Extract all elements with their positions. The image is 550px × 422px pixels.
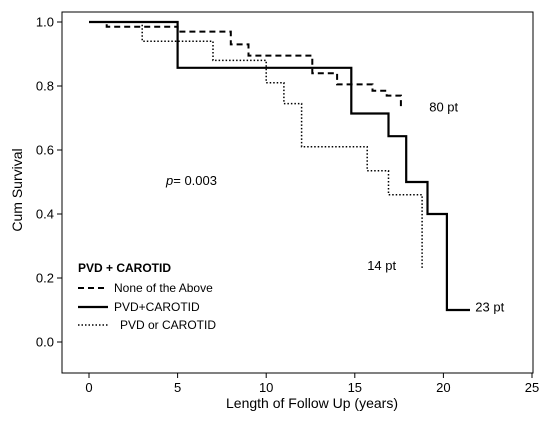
count-annotation: 14 pt bbox=[367, 258, 396, 273]
series-layer bbox=[89, 20, 470, 312]
legend-label-pvd-carotid: PVD+CAROTID bbox=[114, 300, 200, 314]
x-tick-label: 25 bbox=[525, 380, 539, 395]
x-tick-label: 15 bbox=[348, 380, 362, 395]
series-line-pvd-carotid bbox=[89, 20, 470, 312]
y-tick-label: 0.4 bbox=[36, 207, 54, 222]
legend-label-pvd-or-carotid: PVD or CAROTID bbox=[120, 318, 216, 332]
p-value-label: p= 0.003 bbox=[165, 173, 217, 188]
y-axis-ticks: 0.0 0.2 0.4 0.6 0.8 1.0 bbox=[36, 15, 62, 350]
y-tick-label: 0.2 bbox=[36, 271, 54, 286]
legend: PVD + CAROTID None of the Above PVD+CARO… bbox=[78, 261, 216, 332]
y-tick-label: 1.0 bbox=[36, 15, 54, 30]
plot-frame bbox=[61, 11, 534, 374]
y-tick-label: 0.8 bbox=[36, 79, 54, 94]
x-tick-label: 10 bbox=[259, 380, 273, 395]
x-tick-label: 0 bbox=[85, 380, 92, 395]
count-annotation: 80 pt bbox=[429, 100, 458, 115]
x-axis-ticks: 0 5 10 15 20 25 bbox=[85, 373, 539, 395]
x-tick-label: 5 bbox=[174, 380, 181, 395]
series-line-none-of-the-above bbox=[89, 21, 402, 110]
y-axis-title: Cum Survival bbox=[9, 148, 25, 231]
count-annotation: 23 pt bbox=[475, 300, 504, 315]
y-tick-label: 0.6 bbox=[36, 143, 54, 158]
plot-border bbox=[61, 11, 534, 374]
annotation-layer: 80 pt 14 pt 23 pt bbox=[367, 100, 504, 315]
series-line-pvd-or-carotid bbox=[89, 21, 423, 269]
legend-title: PVD + CAROTID bbox=[78, 261, 171, 275]
legend-label-none: None of the Above bbox=[114, 281, 213, 295]
x-tick-label: 20 bbox=[436, 380, 450, 395]
y-tick-label: 0.0 bbox=[36, 335, 54, 350]
x-axis-title: Length of Follow Up (years) bbox=[226, 395, 398, 411]
